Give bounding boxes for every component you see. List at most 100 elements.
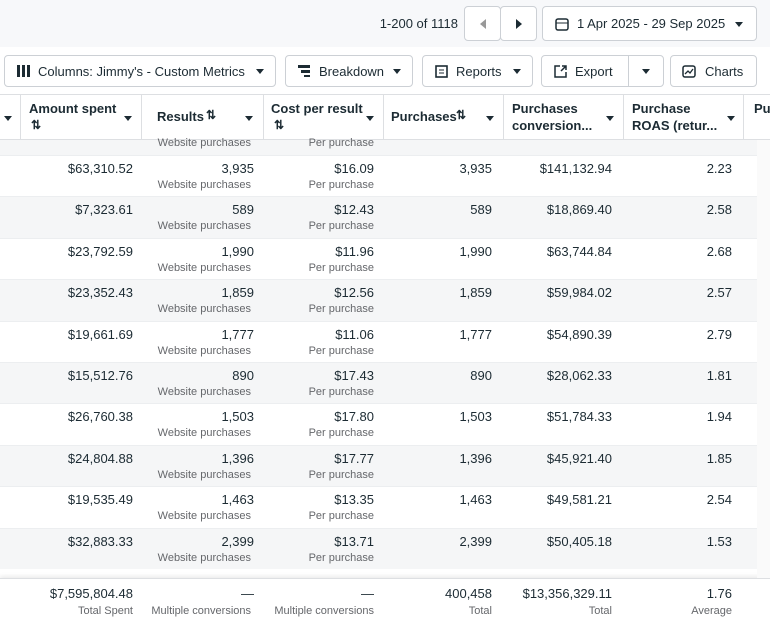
cell-purchases[interactable]: 1,396 xyxy=(459,450,492,466)
cell-conversion-value[interactable]: $18,869.40 xyxy=(546,202,612,218)
column-header[interactable]: Purchases xyxy=(512,101,578,116)
cell-purchases[interactable]: 589 xyxy=(470,202,492,218)
header-menu[interactable] xyxy=(245,116,253,121)
reports-button[interactable]: Reports xyxy=(422,55,533,87)
sub-label: Website purchases xyxy=(157,344,251,357)
next-page[interactable] xyxy=(500,6,537,41)
cell-cost[interactable]: $11.96 xyxy=(335,243,374,259)
sub-label: Website purchases xyxy=(157,551,251,564)
cell-roas[interactable]: 1.81 xyxy=(706,368,732,383)
sub-label: Per purchase xyxy=(308,179,374,191)
cell-amount[interactable]: $32,883.33 xyxy=(67,533,133,549)
cell-results[interactable]: 589 xyxy=(232,202,254,218)
cell-cost[interactable]: $11.06 xyxy=(335,326,374,342)
cell-results[interactable]: 1,777 xyxy=(221,326,254,342)
cell-amount[interactable]: $19,535.49 xyxy=(67,492,133,508)
cell-purchases[interactable]: 1,990 xyxy=(459,243,492,259)
header-menu[interactable] xyxy=(486,116,494,121)
cell-cost[interactable]: $17.77 xyxy=(334,450,374,466)
total-label: Total xyxy=(588,605,612,617)
cell-cost[interactable]: $12.43 xyxy=(334,202,374,218)
export-menu[interactable] xyxy=(628,55,664,87)
export-button[interactable]: Export xyxy=(541,55,629,87)
cell-conversion-value[interactable]: $54,890.39 xyxy=(546,326,612,342)
cell-roas[interactable]: 1.85 xyxy=(706,450,732,466)
header-menu[interactable] xyxy=(606,116,614,121)
breakdown-button[interactable]: Breakdown xyxy=(285,55,413,87)
cell-results[interactable]: 890 xyxy=(232,368,254,383)
cell-results[interactable]: 1,463 xyxy=(221,492,254,508)
cell-purchases[interactable]: 890 xyxy=(470,368,492,383)
icon xyxy=(393,69,401,74)
cell-amount[interactable]: $63,310.52 xyxy=(67,161,133,176)
cell-conversion-value[interactable]: $45,921.40 xyxy=(546,450,612,466)
cell-roas[interactable]: 2.54 xyxy=(706,492,732,508)
cell-results[interactable]: 1,859 xyxy=(221,285,254,301)
cell-cost[interactable]: $13.35 xyxy=(334,492,374,508)
cell-cost[interactable]: $17.80 xyxy=(334,409,374,425)
column-header[interactable]: Purchase xyxy=(632,101,691,116)
cell-amount[interactable]: $7,323.61 xyxy=(75,202,133,218)
sort-icon[interactable]: ⇅ xyxy=(206,108,217,122)
date-picker[interactable]: 1 Apr 2025 - 29 Sep 2025 xyxy=(542,6,757,41)
cell-roas[interactable]: 1.94 xyxy=(706,409,732,425)
column-header[interactable]: Pu xyxy=(754,101,770,116)
cell-amount[interactable]: $15,512.76 xyxy=(67,368,133,383)
cell-conversion-value[interactable]: $50,405.18 xyxy=(546,533,612,549)
cell-purchases[interactable]: 1,503 xyxy=(459,409,492,425)
cell-conversion-value[interactable]: $51,784.33 xyxy=(546,409,612,425)
charts-button[interactable]: Charts xyxy=(670,55,757,87)
header-menu[interactable] xyxy=(4,116,12,121)
column-header[interactable]: conversion... xyxy=(512,118,593,133)
cell-cost[interactable]: $17.43 xyxy=(334,368,374,383)
label: Breakdown xyxy=(319,63,385,79)
cell-conversion-value[interactable]: $59,984.02 xyxy=(546,285,612,301)
total-label: Total xyxy=(468,605,492,617)
row-bg xyxy=(0,140,757,155)
column-header[interactable]: Amount spent xyxy=(29,101,117,116)
cell-conversion-value[interactable]: $49,581.21 xyxy=(546,492,612,508)
cell-cost[interactable]: $16.09 xyxy=(334,161,374,176)
cell-amount[interactable]: $23,352.43 xyxy=(67,285,133,301)
cell-amount[interactable]: $26,760.38 xyxy=(67,409,133,425)
header-menu[interactable] xyxy=(727,116,735,121)
cell-results[interactable]: 1,990 xyxy=(221,243,254,259)
column-header[interactable]: Cost per result xyxy=(271,101,363,116)
cell-conversion-value[interactable]: $63,744.84 xyxy=(546,243,612,259)
cell-cost[interactable]: $13.71 xyxy=(334,533,374,549)
cell-purchases[interactable]: 1,777 xyxy=(459,326,492,342)
cell-purchases[interactable]: 2,399 xyxy=(459,533,492,549)
cell-amount[interactable]: $23,792.59 xyxy=(67,243,133,259)
cell-results[interactable]: 2,399 xyxy=(221,533,254,549)
cell-roas[interactable]: 1.53 xyxy=(706,533,732,549)
columns-button[interactable]: Columns: Jimmy's - Custom Metrics xyxy=(4,55,276,87)
sort-icon[interactable]: ⇅ xyxy=(456,108,467,122)
cell-conversion-value[interactable]: $28,062.33 xyxy=(546,368,612,383)
cell-roas[interactable]: 2.68 xyxy=(706,243,732,259)
cell-roas[interactable]: 2.57 xyxy=(706,285,732,301)
sort-icon[interactable]: ⇅ xyxy=(274,118,285,132)
header-menu[interactable] xyxy=(124,116,132,121)
sort-icon[interactable]: ⇅ xyxy=(31,118,42,132)
cell-conversion-value[interactable]: $141,132.94 xyxy=(539,161,612,176)
header-menu[interactable] xyxy=(366,116,374,121)
cell-purchases[interactable]: 3,935 xyxy=(459,161,492,176)
cell-results[interactable]: 1,396 xyxy=(221,450,254,466)
cell-results[interactable]: 3,935 xyxy=(221,161,254,176)
cell-roas[interactable]: 2.79 xyxy=(706,326,732,342)
cell-roas[interactable]: 2.58 xyxy=(706,202,732,218)
column-divider xyxy=(623,95,624,140)
column-header[interactable]: Purchases xyxy=(391,109,457,124)
cell-cost[interactable]: $12.56 xyxy=(334,285,374,301)
cell-roas[interactable]: 2.23 xyxy=(706,161,732,176)
total-label: Multiple conversions xyxy=(274,605,374,617)
sub-label: Website purchases xyxy=(157,468,251,481)
cell-amount[interactable]: $24,804.88 xyxy=(67,450,133,466)
prev-page[interactable] xyxy=(464,6,501,41)
cell-results[interactable]: 1,503 xyxy=(221,409,254,425)
cell-purchases[interactable]: 1,859 xyxy=(459,285,492,301)
cell-amount[interactable]: $19,661.69 xyxy=(67,326,133,342)
column-header[interactable]: ROAS (retur... xyxy=(632,118,718,133)
cell-purchases[interactable]: 1,463 xyxy=(459,492,492,508)
column-header[interactable]: Results xyxy=(157,109,204,124)
